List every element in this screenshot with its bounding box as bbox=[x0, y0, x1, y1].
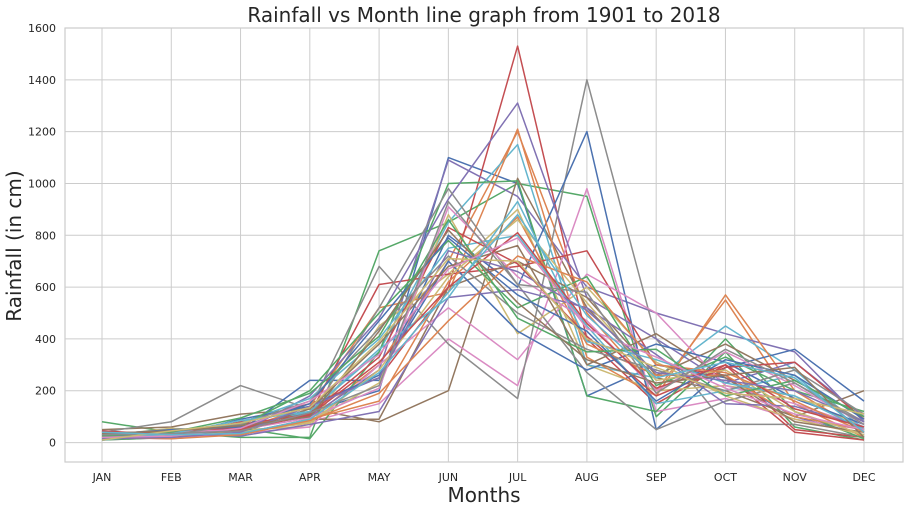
y-tick-label: 1000 bbox=[28, 177, 56, 190]
y-tick-label: 400 bbox=[35, 333, 56, 346]
plot-frame bbox=[64, 27, 904, 463]
series-lines bbox=[101, 45, 865, 441]
x-tick-label: JUN bbox=[438, 471, 459, 484]
y-tick-label: 1600 bbox=[28, 22, 56, 35]
x-tick-label: OCT bbox=[714, 471, 737, 484]
series-line bbox=[101, 200, 865, 436]
series-line bbox=[101, 229, 865, 438]
x-tick-label: SEP bbox=[646, 471, 667, 484]
x-axis-label: Months bbox=[447, 483, 520, 507]
chart-title: Rainfall vs Month line graph from 1901 t… bbox=[247, 3, 720, 27]
series-line bbox=[101, 250, 865, 440]
x-tick-label: JUL bbox=[508, 471, 527, 484]
series-line bbox=[101, 182, 865, 441]
x-tick-label: DEC bbox=[852, 471, 875, 484]
y-tick-label: 1400 bbox=[28, 74, 56, 87]
series-line bbox=[101, 213, 865, 436]
series-line bbox=[101, 250, 865, 441]
y-tick-label: 600 bbox=[35, 281, 56, 294]
x-tick-label: MAY bbox=[368, 471, 391, 484]
series-line bbox=[101, 187, 865, 441]
x-tick-label: JAN bbox=[92, 471, 112, 484]
y-axis-label: Rainfall (in cm) bbox=[2, 170, 26, 321]
y-tick-label: 0 bbox=[49, 437, 56, 450]
series-line bbox=[101, 200, 865, 441]
series-line bbox=[101, 79, 865, 439]
x-tick-label: MAR bbox=[228, 471, 253, 484]
x-tick-label: FEB bbox=[161, 471, 182, 484]
y-tick-label: 1200 bbox=[28, 126, 56, 139]
x-tick-labels: JAN FEB MAR APR MAY JUN JUL AUG SEP OCT NOV DEC bbox=[92, 471, 876, 484]
x-tick-label: NOV bbox=[783, 471, 808, 484]
x-tick-label: APR bbox=[299, 471, 321, 484]
y-tick-labels: 0 200 400 600 800 1000 1200 1400 1600 bbox=[28, 22, 56, 450]
x-tick-label: AUG bbox=[575, 471, 599, 484]
y-tick-label: 200 bbox=[35, 385, 56, 398]
y-tick-label: 800 bbox=[35, 229, 56, 242]
series-line bbox=[101, 257, 865, 441]
series-line bbox=[101, 255, 865, 440]
series-line bbox=[101, 226, 865, 436]
